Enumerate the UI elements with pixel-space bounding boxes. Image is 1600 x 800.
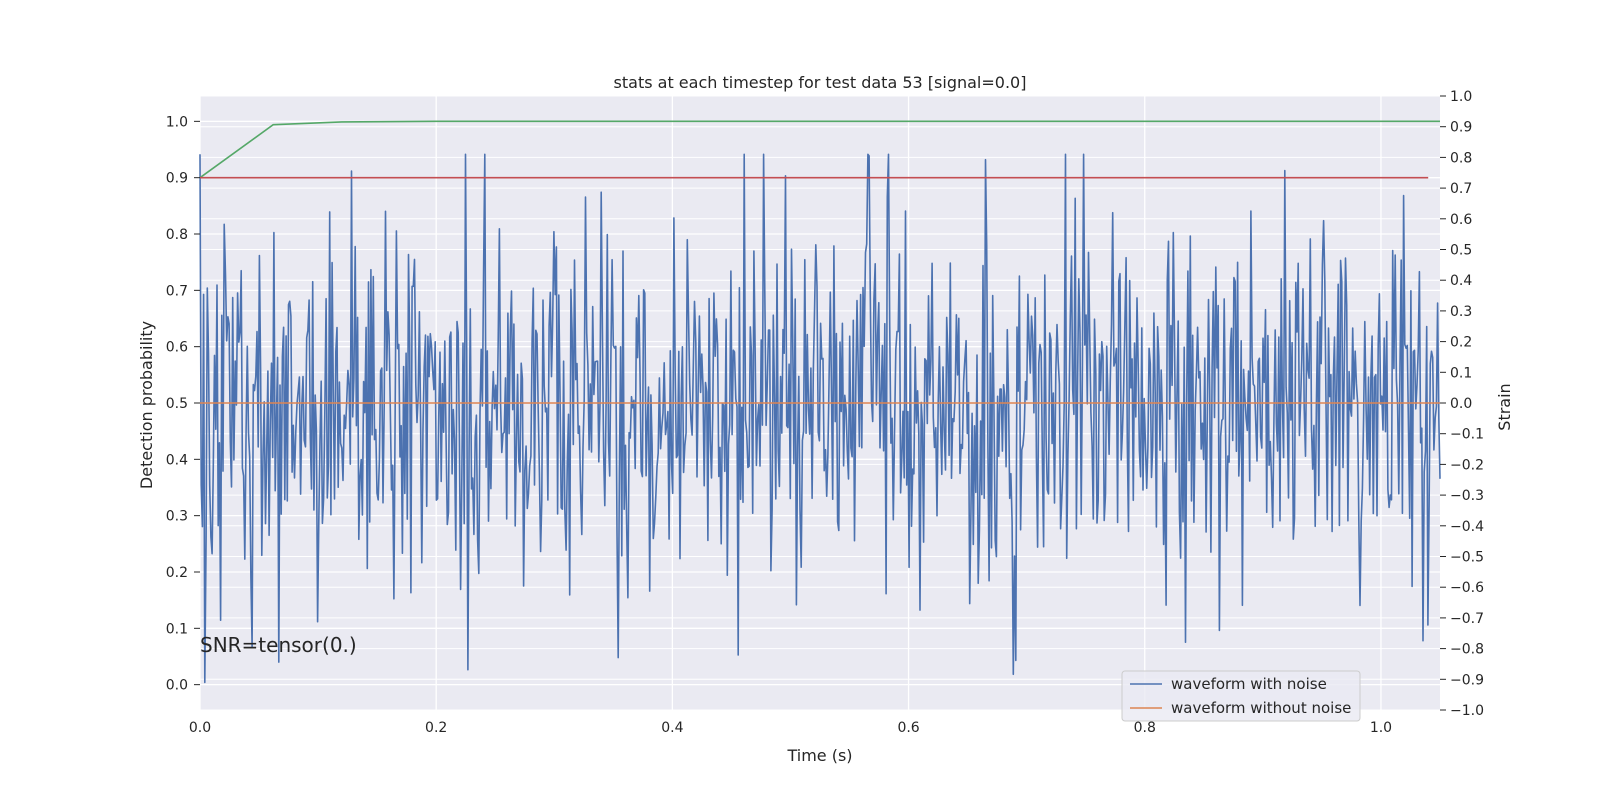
y-left-tick-label: 0.5 xyxy=(166,396,188,412)
y-right-tick-label: 0.0 xyxy=(1450,396,1472,412)
y-axis-label-left: Detection probability xyxy=(137,321,156,489)
y-right-tick-label: 0.5 xyxy=(1450,243,1472,259)
y-right-tick-label: −0.6 xyxy=(1450,580,1484,596)
series-line-0 xyxy=(199,153,1441,684)
y-right-tick-label: 0.9 xyxy=(1450,120,1472,136)
y-right-tick-label: −0.7 xyxy=(1450,611,1484,627)
y-right-tick-label: −0.5 xyxy=(1450,550,1484,566)
y-left-tick-label: 0.7 xyxy=(166,283,188,299)
x-tick-label: 0.6 xyxy=(897,720,919,736)
y-right-tick-label: 0.4 xyxy=(1450,273,1472,289)
y-left-tick-label: 0.8 xyxy=(166,227,188,243)
y-right-tick-label: −0.2 xyxy=(1450,457,1484,473)
y-right-tick-label: 0.7 xyxy=(1450,181,1472,197)
y-right-tick-label: −0.1 xyxy=(1450,427,1484,443)
y-right-tick-label: −0.4 xyxy=(1450,519,1484,535)
y-left-tick-label: 1.0 xyxy=(166,114,188,130)
y-left-tick-label: 0.1 xyxy=(166,621,188,637)
y-left-tick-label: 0.3 xyxy=(166,509,188,525)
legend-label-clean: waveform without noise xyxy=(1171,699,1351,717)
y-left-tick-label: 0.2 xyxy=(166,565,188,581)
y-left-tick-label: 0.0 xyxy=(166,678,188,694)
legend-box xyxy=(1121,670,1361,722)
axes: 0.0 0.2 0.4 0.6 0.8 1.0 0.0 0.1 0.2 0.3 0.4 0.5 0.6 0… xyxy=(166,89,1484,736)
snr-annotation: SNR=tensor(0.) xyxy=(200,633,357,657)
series-line-2 xyxy=(199,120,1440,179)
x-tick-label: 0.4 xyxy=(661,720,683,736)
y-right-tick-label: 0.2 xyxy=(1450,335,1472,351)
legend: waveform with noise waveform without noi… xyxy=(1121,670,1361,722)
y-right-tick-label: 0.3 xyxy=(1450,304,1472,320)
y-left-tick-label: 0.6 xyxy=(166,340,188,356)
grid xyxy=(199,95,1440,711)
y-right-tick-label: −0.8 xyxy=(1450,642,1484,658)
y-right-tick-label: −1.0 xyxy=(1450,703,1484,719)
x-tick-label: 1.0 xyxy=(1370,720,1392,736)
y-right-tick-label: 0.1 xyxy=(1450,365,1472,381)
y-axis-label-right: Strain xyxy=(1495,383,1514,430)
x-axis-label: Time (s) xyxy=(786,746,852,765)
y-right-tick-label: 0.6 xyxy=(1450,212,1472,228)
y-right-tick-label: −0.3 xyxy=(1450,488,1484,504)
y-right-tick-label: −0.9 xyxy=(1450,672,1484,688)
y-right-tick-label: 0.8 xyxy=(1450,150,1472,166)
y-right-tick-label: 1.0 xyxy=(1450,89,1472,105)
series-layer xyxy=(199,120,1441,684)
legend-label-noise: waveform with noise xyxy=(1171,675,1327,693)
y-left-tick-label: 0.9 xyxy=(166,171,188,187)
chart-title: stats at each timestep for test data 53 … xyxy=(614,73,1027,92)
y-left-tick-label: 0.4 xyxy=(166,452,188,468)
x-tick-label: 0.0 xyxy=(189,720,211,736)
x-tick-label: 0.2 xyxy=(425,720,447,736)
x-tick-label: 0.8 xyxy=(1134,720,1156,736)
